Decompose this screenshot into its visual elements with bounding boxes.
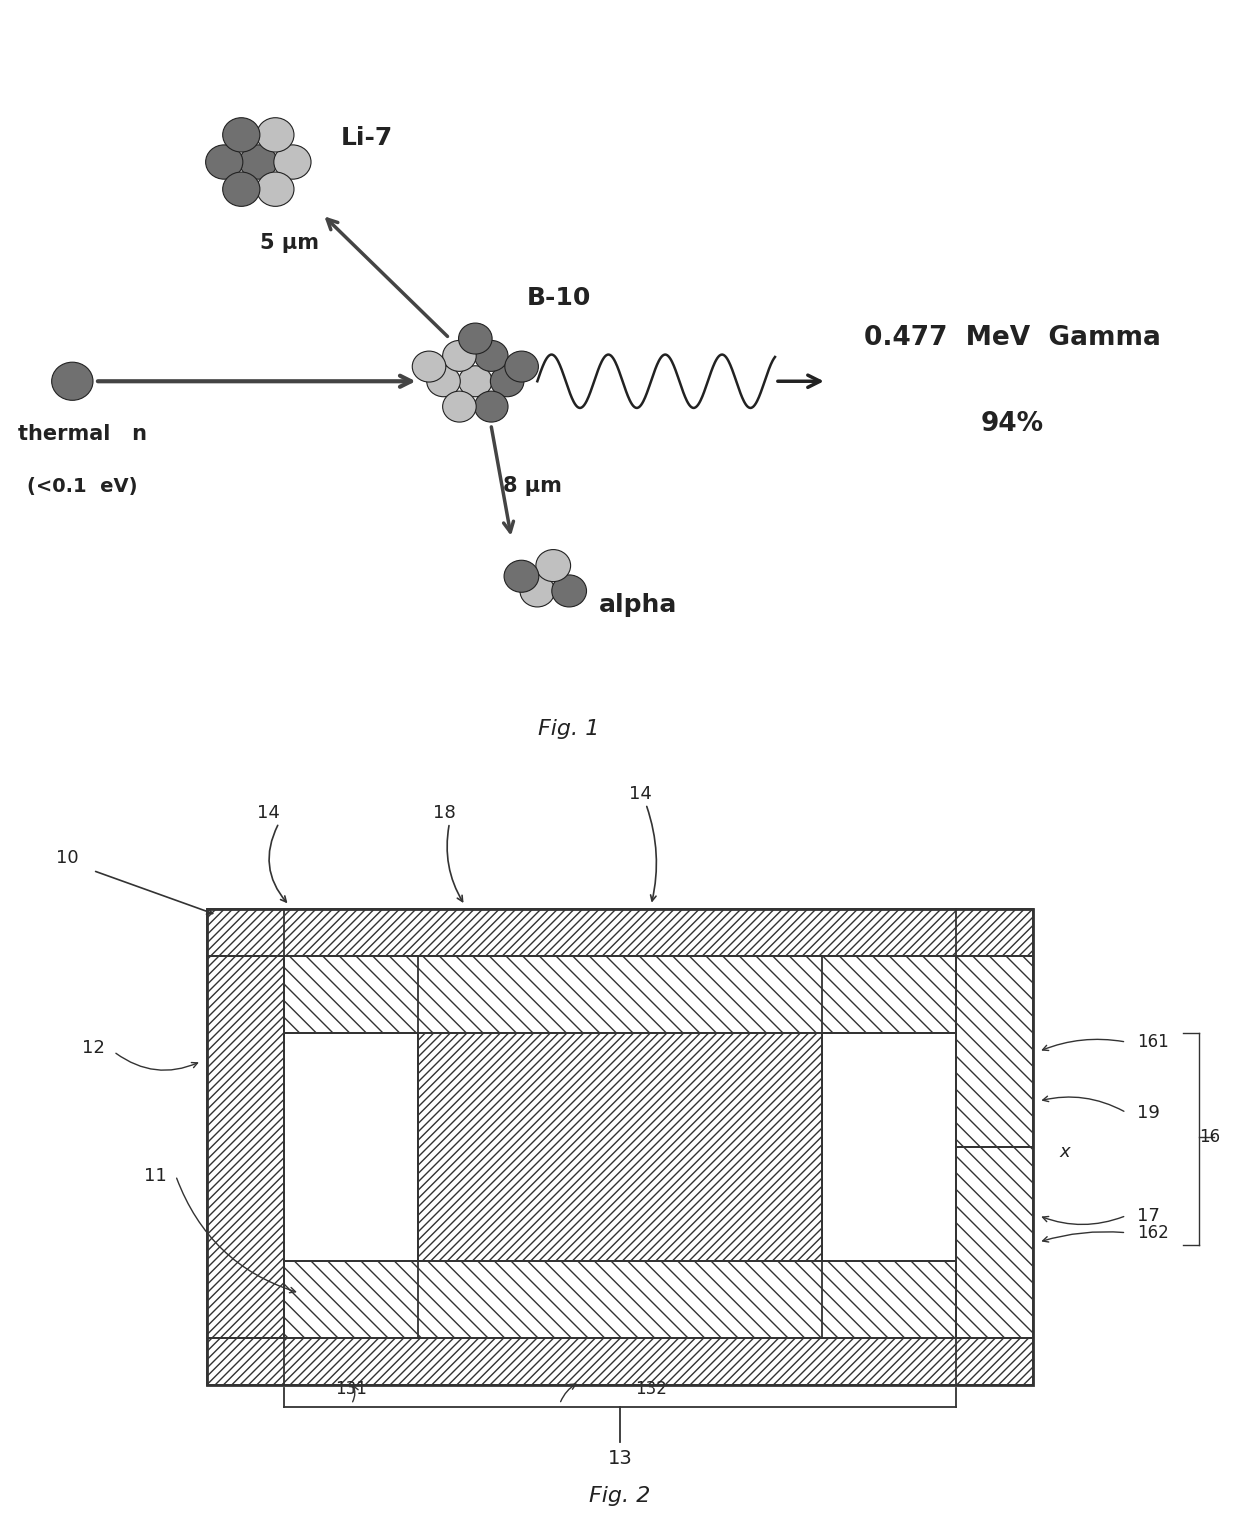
- Bar: [207, 1337, 1033, 1385]
- Text: 17: 17: [1137, 1206, 1159, 1225]
- Text: 16: 16: [1199, 1128, 1220, 1147]
- Text: thermal   n: thermal n: [19, 424, 148, 444]
- Circle shape: [459, 323, 492, 354]
- Text: 0.477  MeV  Gamma: 0.477 MeV Gamma: [864, 325, 1161, 351]
- Text: 94%: 94%: [981, 412, 1044, 438]
- Bar: [956, 956, 1033, 1147]
- Circle shape: [443, 390, 476, 422]
- Text: 11: 11: [144, 1167, 166, 1185]
- Bar: [207, 909, 1033, 956]
- Circle shape: [536, 549, 570, 581]
- Text: Fig. 2: Fig. 2: [589, 1485, 651, 1507]
- Circle shape: [459, 366, 492, 396]
- Text: 8 μm: 8 μm: [502, 476, 562, 496]
- Circle shape: [257, 117, 294, 152]
- Text: 5 μm: 5 μm: [260, 233, 319, 253]
- Text: 131: 131: [335, 1380, 367, 1398]
- Circle shape: [223, 172, 260, 206]
- Text: (<0.1  eV): (<0.1 eV): [27, 476, 138, 496]
- Circle shape: [443, 340, 476, 372]
- Bar: [284, 956, 956, 1032]
- Circle shape: [239, 145, 277, 180]
- Circle shape: [412, 351, 446, 383]
- Circle shape: [503, 560, 538, 592]
- Circle shape: [52, 363, 93, 400]
- Bar: [207, 909, 1033, 1385]
- Text: 10: 10: [56, 849, 78, 866]
- Text: Fig. 1: Fig. 1: [538, 718, 599, 738]
- Text: 14: 14: [629, 785, 652, 804]
- Text: 18: 18: [433, 804, 456, 822]
- Circle shape: [505, 351, 538, 383]
- Bar: [418, 1032, 821, 1261]
- Text: 12: 12: [82, 1040, 104, 1057]
- Text: alpha: alpha: [599, 593, 678, 618]
- Text: 13: 13: [608, 1449, 632, 1467]
- Circle shape: [274, 145, 311, 180]
- Text: 19: 19: [1137, 1104, 1159, 1121]
- Circle shape: [206, 145, 243, 180]
- Text: 14: 14: [257, 804, 280, 822]
- Text: 132: 132: [635, 1380, 667, 1398]
- Circle shape: [427, 366, 460, 396]
- Circle shape: [475, 340, 508, 372]
- Text: 161: 161: [1137, 1032, 1168, 1051]
- Bar: [956, 1147, 1033, 1337]
- Text: 162: 162: [1137, 1223, 1168, 1241]
- Circle shape: [490, 366, 525, 396]
- Circle shape: [475, 390, 508, 422]
- Text: x: x: [1059, 1142, 1070, 1161]
- Bar: [821, 1032, 956, 1261]
- Bar: [284, 1032, 418, 1261]
- Circle shape: [257, 172, 294, 206]
- Circle shape: [552, 575, 587, 607]
- Bar: [207, 956, 284, 1337]
- Bar: [284, 1261, 956, 1337]
- Text: Li-7: Li-7: [341, 127, 393, 149]
- Circle shape: [223, 117, 260, 152]
- Circle shape: [520, 575, 554, 607]
- Text: B-10: B-10: [527, 285, 591, 310]
